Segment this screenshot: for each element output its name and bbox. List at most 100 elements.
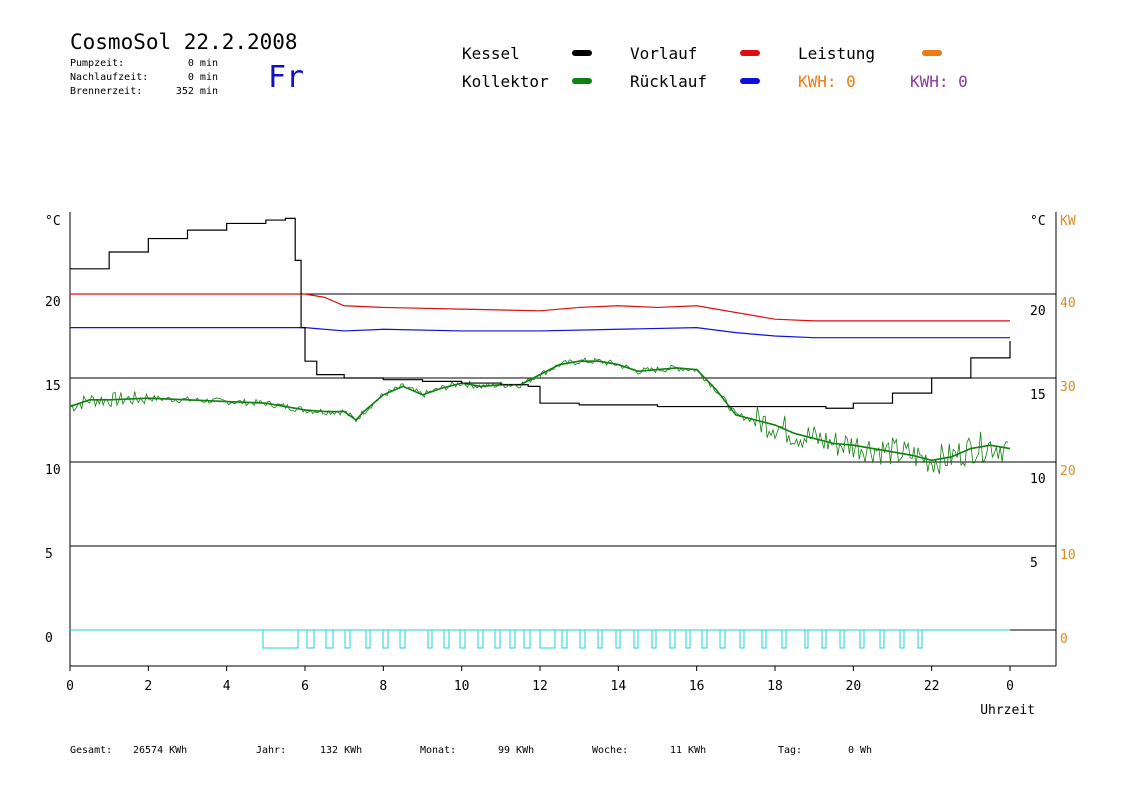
pump-pulse [399,629,406,649]
pump-pulse [859,629,865,649]
x-tick-label: 14 [611,679,627,694]
pump-time-label: Pumpzeit: [70,58,125,69]
pump-pulse [344,629,351,649]
y-right-kw-unit-label: KW [1060,214,1076,229]
x-axis-label: Uhrzeit [980,703,1035,718]
pump-pulse [821,629,827,649]
y-left-tick-label: 15 [45,379,61,394]
pump-pulse [669,629,676,649]
legend-kwh-leistung: KWH: 0 [798,72,856,91]
pump-pulse [651,629,657,649]
page-title: CosmoSol 22.2.2008 [70,30,298,54]
pump-pulse [443,629,450,649]
x-tick-label: 8 [379,679,387,694]
footer-tag-value: 0 Wh [848,745,873,756]
footer-woche-label: Woche: [592,745,629,756]
pump-pulse [839,629,845,649]
y-right-celsius-tick-label: 20 [1030,304,1046,319]
legend-vorlauf-label: Vorlauf [630,44,698,63]
x-tick-label: 10 [454,679,470,694]
legend-kollektor-swatch [572,78,592,84]
x-tick-label: 16 [689,679,705,694]
x-tick-label: 4 [223,679,231,694]
legend-kwh-secondary: KWH: 0 [910,72,968,91]
pump-pulse [761,629,767,649]
pump-pulse [523,629,531,649]
pump-pulse [579,629,586,649]
series-line-kollektor [69,360,1011,462]
x-tick-label: 20 [846,679,862,694]
series-noise-kollektor [69,357,1009,475]
pump-pulse [781,629,787,649]
x-tick-label: 0 [66,679,74,694]
y-right-kw-tick-label: 10 [1060,548,1076,563]
y-right-celsius-unit-label: °C [1030,214,1046,229]
pump-pulse [509,629,516,649]
x-tick-label: 18 [767,679,783,694]
y-right-kw-tick-label: 30 [1060,380,1076,395]
y-left-tick-label: 10 [45,463,61,478]
y-left-tick-label: 5 [45,547,53,562]
legend-kessel-label: Kessel [462,44,520,63]
pump-pulse [539,629,556,649]
y-right-kw-tick-label: 20 [1060,464,1076,479]
y-right-celsius-tick-label: 5 [1030,556,1038,571]
x-tick-label: 12 [532,679,548,694]
pump-pulse [427,629,433,649]
y-right-celsius-tick-label: 15 [1030,388,1046,403]
footer-jahr-value: 132 KWh [320,745,363,756]
x-tick-label: 0 [1006,679,1014,694]
footer-gesamt-value: 26574 KWh [133,745,188,756]
footer-jahr-label: Jahr: [256,745,287,756]
x-tick-label: 6 [301,679,309,694]
pump-pulse [561,629,568,649]
y-right-kw-tick-label: 40 [1060,296,1076,311]
pump-pulse [477,629,484,649]
pump-pulse [262,629,299,649]
footer-monat-value: 99 KWh [498,745,535,756]
legend-ruecklauf-label: Rücklauf [630,72,708,91]
legend-ruecklauf-swatch [740,78,760,84]
weekday-label: Fr [268,60,305,95]
footer-gesamt-label: Gesamt: [70,745,113,756]
pump-pulse [633,629,639,649]
x-tick-label: 2 [144,679,152,694]
pump-pulse [325,629,334,649]
y-left-unit-label: °C [45,214,61,229]
nachlauf-time-label: Nachlaufzeit: [70,72,149,83]
pump-pulse [382,629,389,649]
y-left-tick-label: 20 [45,295,61,310]
legend-kollektor-label: Kollektor [462,72,549,91]
pump-pulse [879,629,885,649]
y-left-tick-label: 0 [45,631,53,646]
series-line-ruecklauf [70,326,1010,339]
brenner-time-label: Brennerzeit: [70,86,143,97]
legend-kessel-swatch [572,50,592,56]
pump-pulse [615,629,621,649]
legend-vorlauf-swatch [740,50,760,56]
pump-pulse [719,629,726,649]
pump-pulse [701,629,708,649]
footer-tag-label: Tag: [778,745,803,756]
y-right-celsius-tick-label: 10 [1030,472,1046,487]
pump-pulse [459,629,466,649]
pump-pulse [306,629,315,649]
pump-pulse [494,629,501,649]
x-tick-label: 22 [924,679,940,694]
pump-pulse [739,629,745,649]
pump-pulse [899,629,905,649]
pump-pulse [685,629,691,649]
pump-pulse [365,629,371,649]
footer-woche-value: 11 KWh [670,745,707,756]
pump-time-value: 0 min [187,58,218,69]
series-line-vorlauf [70,293,1010,322]
series-line-kessel [70,217,1011,409]
pump-pulse [597,629,603,649]
nachlauf-time-value: 0 min [187,72,218,83]
pump-pulse [804,629,809,649]
brenner-time-value: 352 min [175,86,218,97]
legend-leistung-label: Leistung [798,44,876,63]
pump-pulse [917,629,923,649]
legend-leistung-swatch [922,50,942,56]
